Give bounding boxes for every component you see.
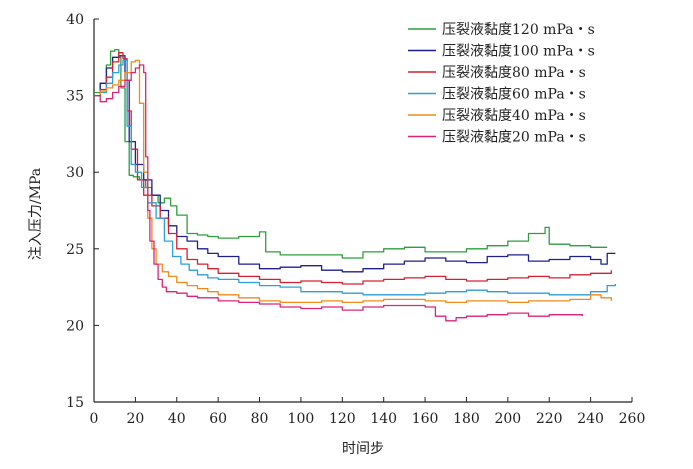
legend-label-5: 压裂液黏度40 mPa・s — [442, 108, 586, 124]
y-tick-label: 15 — [66, 395, 84, 411]
x-tick-label: 140 — [370, 411, 397, 427]
y-tick-label: 20 — [66, 318, 84, 334]
series-line-1 — [94, 48, 608, 259]
x-tick-label: 40 — [168, 411, 186, 427]
x-axis-title: 时间步 — [342, 441, 384, 457]
x-tick-label: 120 — [329, 411, 356, 427]
y-tick-label: 30 — [66, 165, 84, 181]
series-line-2 — [94, 55, 616, 273]
x-tick-label: 20 — [126, 411, 144, 427]
legend-label-3: 压裂液黏度80 mPa・s — [442, 65, 586, 81]
axes: 0 20 40 60 80 100 120 140 160 180 200 220 240 260 15 20… — [66, 12, 645, 427]
legend-label-4: 压裂液黏度60 mPa・s — [442, 87, 586, 103]
series-line-4 — [94, 59, 617, 296]
y-tick-label: 35 — [66, 89, 84, 105]
legend-label-1: 压裂液黏度120 mPa・s — [442, 22, 595, 38]
x-tick-label: 0 — [90, 411, 99, 427]
series-line-5 — [94, 59, 612, 304]
x-tick-label: 160 — [412, 411, 439, 427]
x-tick-label: 240 — [577, 411, 604, 427]
x-tick-label: 200 — [494, 411, 521, 427]
legend-label-6: 压裂液黏度20 mPa・s — [442, 130, 586, 146]
y-axis-title: 注入压力/MPa — [28, 168, 44, 260]
series-line-6 — [94, 64, 583, 322]
legend-label-2: 压裂液黏度100 mPa・s — [442, 44, 595, 60]
x-tick-label: 220 — [536, 411, 563, 427]
x-tick-label: 100 — [288, 411, 315, 427]
y-tick-label: 40 — [66, 12, 84, 28]
x-tick-label: 80 — [251, 411, 269, 427]
legend: 压裂液黏度120 mPa・s 压裂液黏度100 mPa・s 压裂液黏度80 mPa・… — [408, 22, 595, 146]
series-group — [94, 48, 617, 322]
x-tick-label: 260 — [619, 411, 646, 427]
x-tick-label: 180 — [453, 411, 480, 427]
x-tick-label: 60 — [209, 411, 227, 427]
y-tick-label: 25 — [66, 242, 84, 258]
